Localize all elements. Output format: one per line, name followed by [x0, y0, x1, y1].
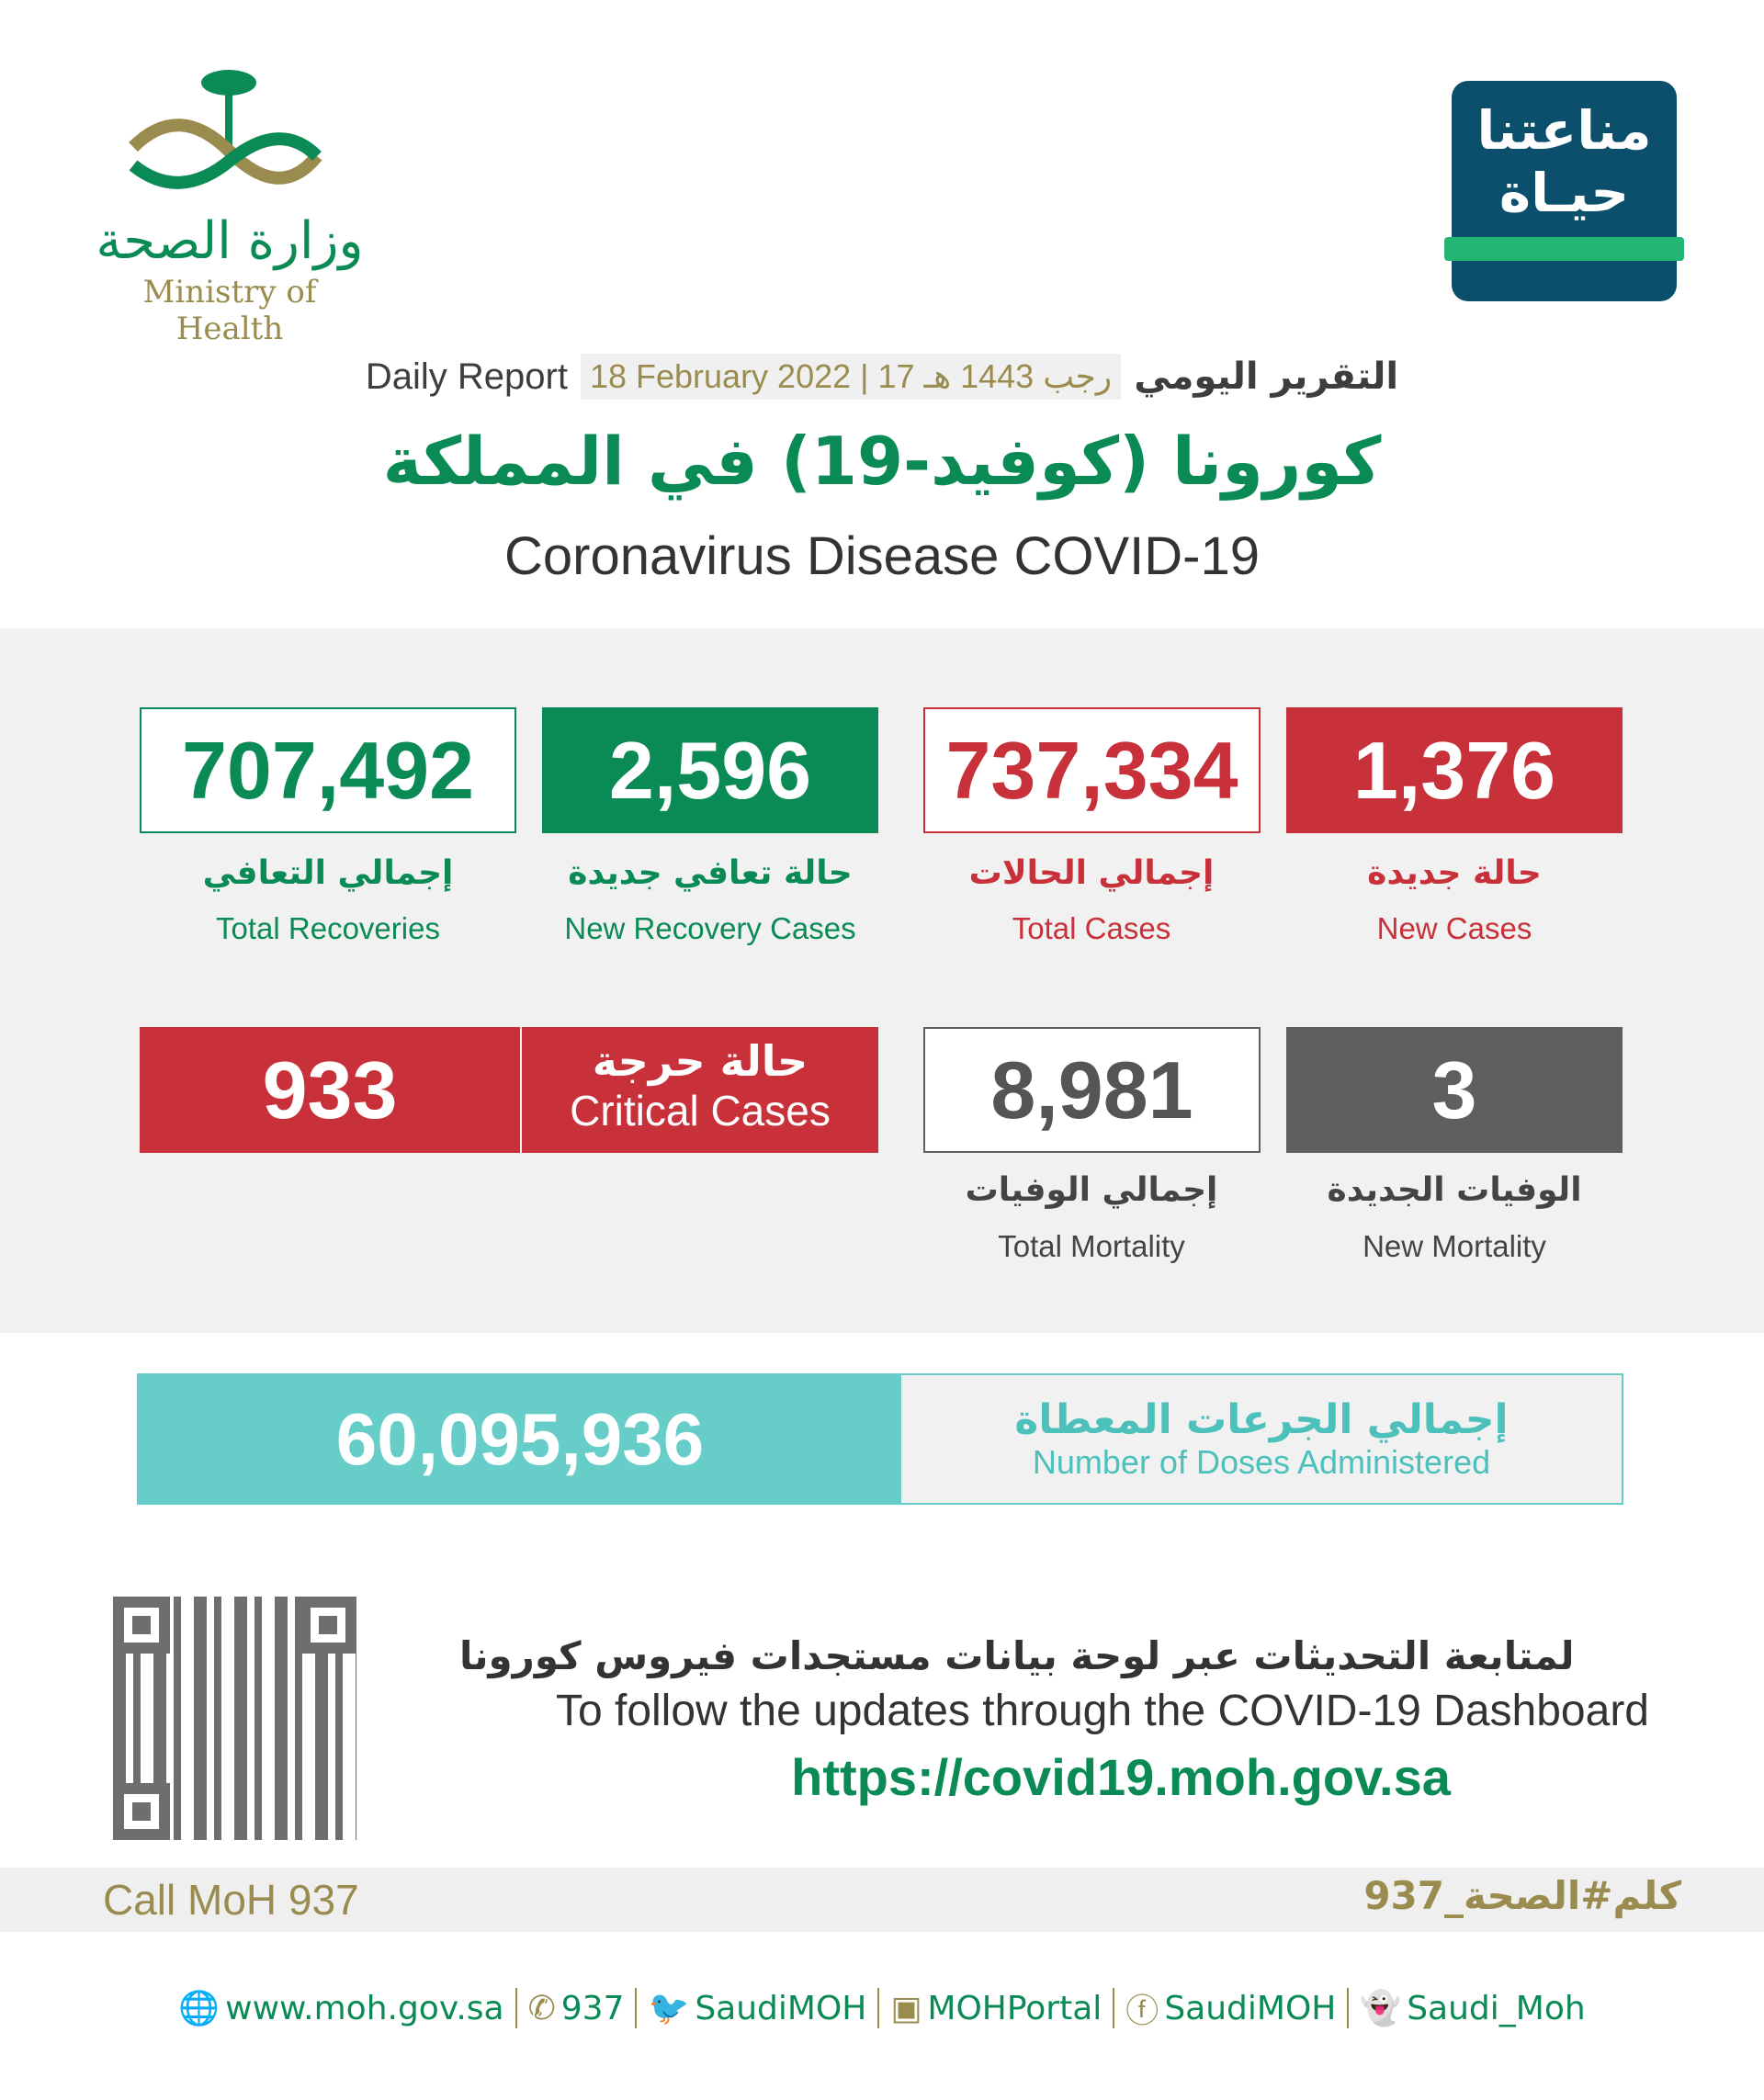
footer-website[interactable]: www.moh.gov.sa [225, 1989, 504, 2027]
palm-swords-emblem-icon [129, 70, 322, 189]
total-cases-label-ar: إجمالي الحالات [968, 854, 1215, 892]
moh-logo-en: Ministry of Health [142, 274, 317, 347]
footer-links: 🌐 www.moh.gov.sa ✆ 937 🐦 SaudiMOH ▣ MOHPorta… [0, 1984, 1764, 2032]
phone-icon: ✆ [527, 1989, 556, 2027]
new-recoveries-value: 2,596 [542, 707, 878, 833]
new-mortality-label-en: New Mortality [1363, 1229, 1546, 1263]
doses-label-ar: إجمالي الجرعات المعطاة [1014, 1396, 1509, 1443]
total-mortality-label-ar: إجمالي الوفيات [965, 1171, 1218, 1209]
critical-label-ar: حالة حرجة [592, 1036, 808, 1086]
total-mortality-label-en: Total Mortality [998, 1229, 1185, 1263]
doses-bar: 60,095,936 إجمالي الجرعات المعطاة Number… [137, 1373, 1623, 1505]
new-cases-value: 1,376 [1286, 707, 1623, 833]
dashboard-text-en: To follow the updates through the COVID-… [555, 1687, 1649, 1735]
footer-facebook[interactable]: SaudiMOH [1164, 1989, 1337, 2027]
new-mortality-label-ar: الوفيات الجديدة [1327, 1171, 1582, 1209]
new-recoveries-label-en: New Recovery Cases [564, 911, 856, 945]
facebook-icon: ⓕ [1125, 1993, 1159, 2030]
total-recoveries-value: 707,492 [140, 707, 516, 833]
call-band: Call MoH 937 كلم#الصحة_937 [0, 1868, 1764, 1932]
report-date: 18 February 2022 | 17 رجب 1443 هـ [580, 354, 1122, 400]
critical-value: 933 [140, 1027, 520, 1153]
daily-report-row: Daily Report 18 February 2022 | 17 رجب 1… [0, 354, 1764, 400]
daily-report-en: Daily Report [365, 356, 568, 397]
footer-youtube[interactable]: MOHPortal [927, 1989, 1102, 2027]
total-recoveries-label-en: Total Recoveries [216, 911, 440, 945]
call-moh: Call MoH 937 [103, 1876, 359, 1924]
new-cases-label-ar: حالة جديدة [1367, 854, 1542, 892]
doses-value: 60,095,936 [139, 1375, 901, 1503]
twitter-icon: 🐦 [648, 1990, 690, 2027]
title-en: Coronavirus Disease COVID-19 [504, 526, 1260, 586]
daily-report-ar: التقرير اليومي [1134, 356, 1399, 398]
footer-snapchat[interactable]: Saudi_Moh [1407, 1989, 1586, 2027]
critical-label: حالة حرجة Critical Cases [522, 1027, 878, 1153]
globe-icon: 🌐 [178, 1990, 220, 2027]
snapchat-icon: 👻 [1360, 1990, 1402, 2027]
dashboard-link[interactable]: https://covid19.moh.gov.sa [791, 1748, 1451, 1806]
campaign-logo-line1: مناعتنا [1476, 99, 1652, 162]
moh-logo: وزارة الصحة Ministry of Health [87, 64, 372, 347]
total-mortality-value: 8,981 [923, 1027, 1261, 1153]
total-cases-label-en: Total Cases [1012, 911, 1171, 945]
footer-twitter[interactable]: SaudiMOH [695, 1989, 867, 2027]
moh-logo-ar: وزارة الصحة [96, 211, 364, 271]
new-cases-label-en: New Cases [1376, 911, 1532, 945]
campaign-logo: مناعتنا حيـاة [1444, 81, 1684, 301]
title-ar: كورونا (كوفيد-19) في المملكة [382, 423, 1382, 500]
date-gregorian: 18 February 2022 [589, 357, 852, 395]
critical-label-en: Critical Cases [570, 1087, 831, 1135]
wave-icon [1444, 237, 1684, 261]
total-recoveries-label-ar: إجمالي التعافي [202, 854, 454, 892]
hashtag: كلم#الصحة_937 [1363, 1873, 1681, 1918]
youtube-icon: ▣ [890, 1989, 922, 2027]
date-hijri: 17 رجب 1443 هـ [877, 357, 1113, 395]
new-mortality-value: 3 [1286, 1027, 1623, 1153]
new-recoveries-label-ar: حالة تعافي جديدة [568, 854, 853, 892]
footer-phone[interactable]: 937 [560, 1989, 625, 2027]
doses-label-en: Number of Doses Administered [1032, 1443, 1491, 1481]
qr-code[interactable] [113, 1597, 356, 1840]
campaign-logo-line2: حيـاة [1498, 162, 1630, 224]
dashboard-text-ar: لمتابعة التحديثات عبر لوحة بيانات مستجدا… [459, 1633, 1575, 1678]
total-cases-value: 737,334 [923, 707, 1261, 833]
